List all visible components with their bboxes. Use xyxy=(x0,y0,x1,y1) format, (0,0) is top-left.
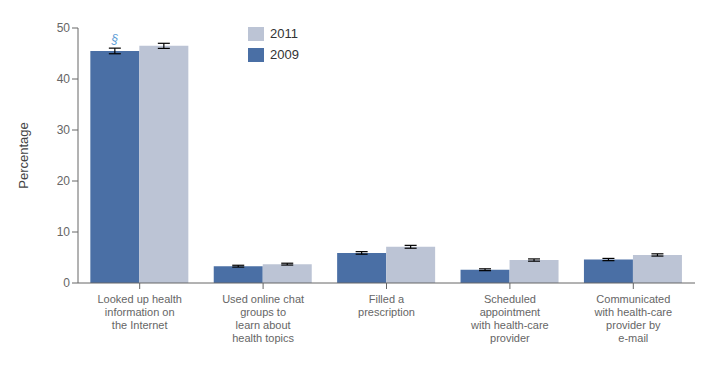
svg-text:Used online chatgroups tolearn: Used online chatgroups tolearn aboutheal… xyxy=(222,293,304,344)
svg-text:Communicatedwith health-carepr: Communicatedwith health-careprovider bye… xyxy=(593,293,672,344)
html-text:2009: 2009 xyxy=(270,47,299,62)
svg-text:Percentage: Percentage xyxy=(16,122,31,189)
svg-text:30: 30 xyxy=(57,123,71,137)
svg-text:Filled aprescription: Filled aprescription xyxy=(358,293,415,318)
svg-text:20: 20 xyxy=(57,174,71,188)
svg-text:50: 50 xyxy=(57,21,71,35)
svg-text:40: 40 xyxy=(57,72,71,86)
svg-text:0: 0 xyxy=(63,276,70,290)
svg-text:Scheduledappointmentwith healt: Scheduledappointmentwith health-careprov… xyxy=(470,293,549,344)
html-text:2011: 2011 xyxy=(270,26,298,41)
svg-text:Looked up healthinformation on: Looked up healthinformation onthe Intern… xyxy=(97,293,181,331)
svg-text:§: § xyxy=(110,32,118,46)
svg-text:10: 10 xyxy=(57,225,71,239)
